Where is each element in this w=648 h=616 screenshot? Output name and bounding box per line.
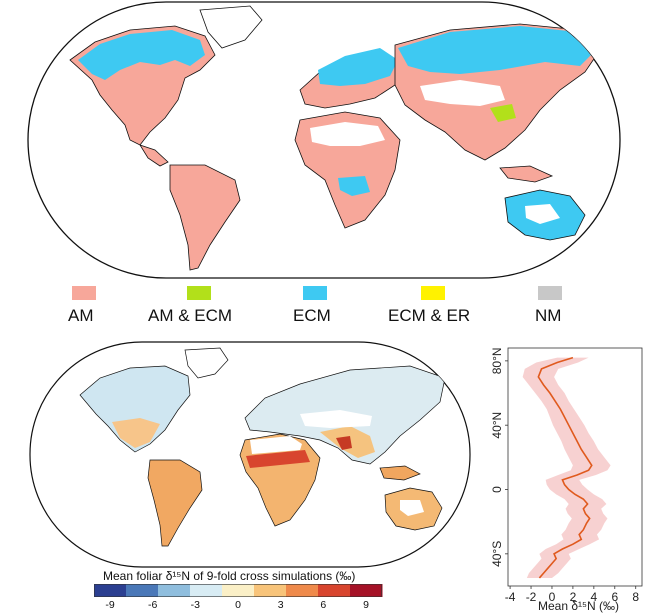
colorbar-title: Mean foliar δ¹⁵N of 9-fold cross simulat…	[103, 569, 356, 583]
x-tick-label: 8	[632, 590, 639, 604]
se-asia-islands	[499, 165, 554, 183]
colorbar-cell	[254, 584, 287, 597]
legend-label-am-ecm: AM & ECM	[148, 306, 233, 325]
y-tick-label: 40°N	[490, 412, 504, 439]
south-america	[169, 164, 241, 271]
colorbar-cell	[222, 584, 255, 597]
se-asia-islands	[379, 465, 421, 481]
x-tick-label: 2	[570, 590, 577, 604]
y-tick-label: 80°N	[490, 347, 504, 374]
y-tick-label: 40°S	[490, 541, 504, 567]
x-tick-label: -2	[526, 590, 537, 604]
colorbar-cell	[318, 584, 351, 597]
colorbar-tick-label: -9	[105, 599, 115, 611]
sahel-high-band	[246, 450, 310, 468]
colorbar-cell	[350, 584, 383, 597]
sahara-barren	[250, 436, 302, 454]
colorbar-tick-label: 0	[235, 599, 241, 611]
legend-label-nm: NM	[535, 306, 562, 325]
asia-ecm	[398, 26, 596, 74]
north-america-warm	[112, 418, 160, 448]
colorbar-cell	[286, 584, 319, 597]
north-america-ecm	[78, 30, 205, 80]
colorbar	[94, 584, 383, 597]
india-high	[336, 436, 352, 450]
x-tick-label: -4	[505, 590, 516, 604]
legend-swatch-am-ecm	[187, 286, 211, 300]
colorbar-tick-label: 3	[277, 599, 284, 611]
legend-swatch-nm	[538, 286, 562, 300]
uncertainty-band	[522, 357, 611, 578]
colorbar-tick-label: 6	[320, 599, 327, 611]
central-america	[139, 144, 169, 167]
foliar-d15n-map	[29, 341, 471, 568]
sahara-barren	[310, 122, 385, 146]
colorbar-cell	[126, 584, 159, 597]
north-america	[79, 365, 191, 453]
europe-ecm	[318, 48, 398, 86]
africa-ecm	[338, 176, 370, 196]
china-am-ecm	[490, 104, 516, 122]
legend-swatch-am	[72, 286, 96, 300]
colorbar-tick-label: 9	[363, 599, 369, 611]
lp-xlabel: Mean δ¹⁵N (‰)	[538, 599, 619, 613]
mean-d15n-line	[537, 356, 593, 579]
central-asia-barren	[300, 410, 372, 428]
legend-label-ecm: ECM	[293, 306, 331, 325]
mycorrhizal-type-map	[27, 1, 621, 279]
legend-swatch-ecm-er	[421, 286, 445, 300]
colorbar-cell	[158, 584, 191, 597]
x-tick-label: 0	[549, 590, 556, 604]
legend-swatch-ecm	[303, 286, 327, 300]
colorbar-tick-label: -6	[147, 599, 158, 611]
x-tick-label: 6	[611, 590, 618, 604]
colorbar-cell	[94, 584, 127, 597]
latitude-profile-panel: -4 -2 0 2 4 6 8 80°N 40°N 0 40°S	[474, 340, 648, 616]
colorbar-cell	[190, 584, 223, 597]
south-america	[147, 459, 203, 547]
y-tick-label: 0	[490, 486, 504, 493]
central-asia-barren	[420, 80, 505, 106]
greenland	[199, 5, 263, 49]
legend-label-am: AM	[68, 306, 94, 325]
new-zealand	[589, 231, 605, 249]
colorbar-tick-label: -3	[190, 599, 200, 611]
australia-barren	[525, 204, 560, 224]
greenland	[184, 347, 229, 379]
australia-barren	[400, 500, 424, 516]
x-tick-label: 4	[591, 590, 598, 604]
legend-label-ecm-er: ECM & ER	[388, 306, 471, 325]
